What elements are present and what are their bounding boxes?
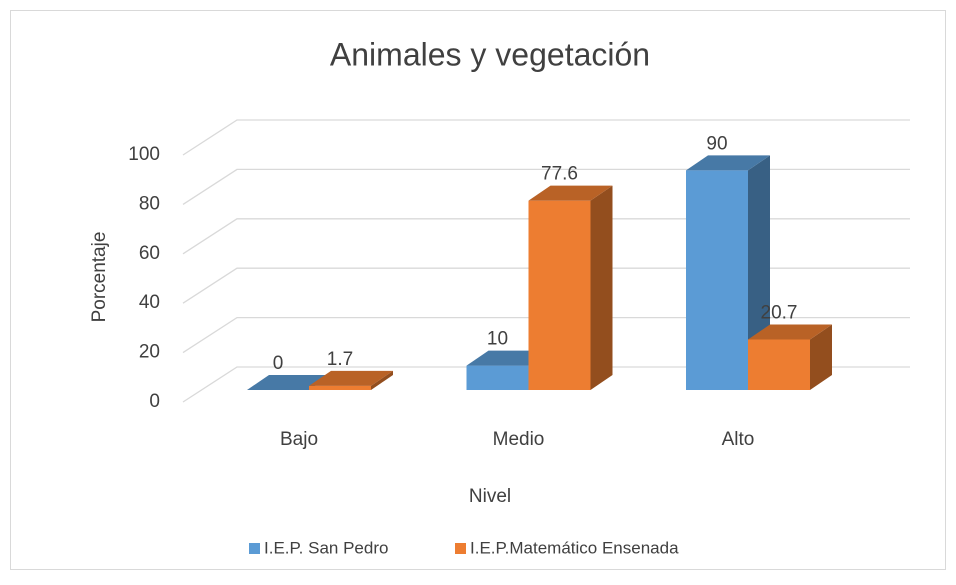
y-tick-label: 20 — [139, 342, 160, 363]
y-tick-label: 80 — [139, 193, 160, 214]
data-label: 1.7 — [327, 349, 353, 370]
grid-line — [182, 218, 910, 255]
bar — [686, 170, 748, 390]
bar-side — [590, 185, 613, 390]
y-tick-label: 40 — [139, 292, 160, 313]
legend-swatch — [249, 543, 260, 554]
y-tick-label: 0 — [149, 391, 160, 412]
data-label: 20.7 — [761, 303, 798, 324]
bar — [309, 385, 371, 390]
bar-top — [528, 185, 613, 201]
bar-side — [371, 370, 393, 390]
legend-swatch — [455, 543, 466, 554]
grid-line — [182, 168, 910, 205]
bar-top — [748, 324, 832, 340]
bar-side — [810, 324, 832, 390]
legend-label: I.E.P. San Pedro — [264, 538, 388, 557]
data-label: 77.6 — [541, 164, 578, 185]
y-tick-label: 100 — [128, 144, 160, 165]
data-label: 10 — [487, 329, 508, 350]
y-tick-label: 60 — [139, 243, 160, 264]
data-label: 90 — [706, 133, 727, 154]
x-tick-label: Medio — [493, 429, 545, 450]
grid-line — [182, 267, 910, 304]
grid-line — [182, 366, 910, 403]
data-label: 0 — [273, 353, 284, 374]
x-axis-title: Nivel — [469, 486, 511, 507]
bar-top — [686, 155, 770, 171]
grid-line — [182, 316, 910, 354]
bar — [748, 339, 810, 390]
grid-line — [182, 119, 910, 156]
chart-border — [10, 10, 946, 570]
bar-top — [309, 370, 393, 386]
bar — [528, 200, 591, 390]
y-axis-title: Porcentaje — [89, 232, 110, 323]
x-tick-label: Alto — [722, 429, 755, 450]
legend-label: I.E.P.Matemático Ensenada — [470, 538, 679, 557]
bar — [466, 365, 529, 390]
x-tick-label: Bajo — [280, 429, 318, 450]
chart-title: Animales y vegetación — [330, 36, 650, 72]
